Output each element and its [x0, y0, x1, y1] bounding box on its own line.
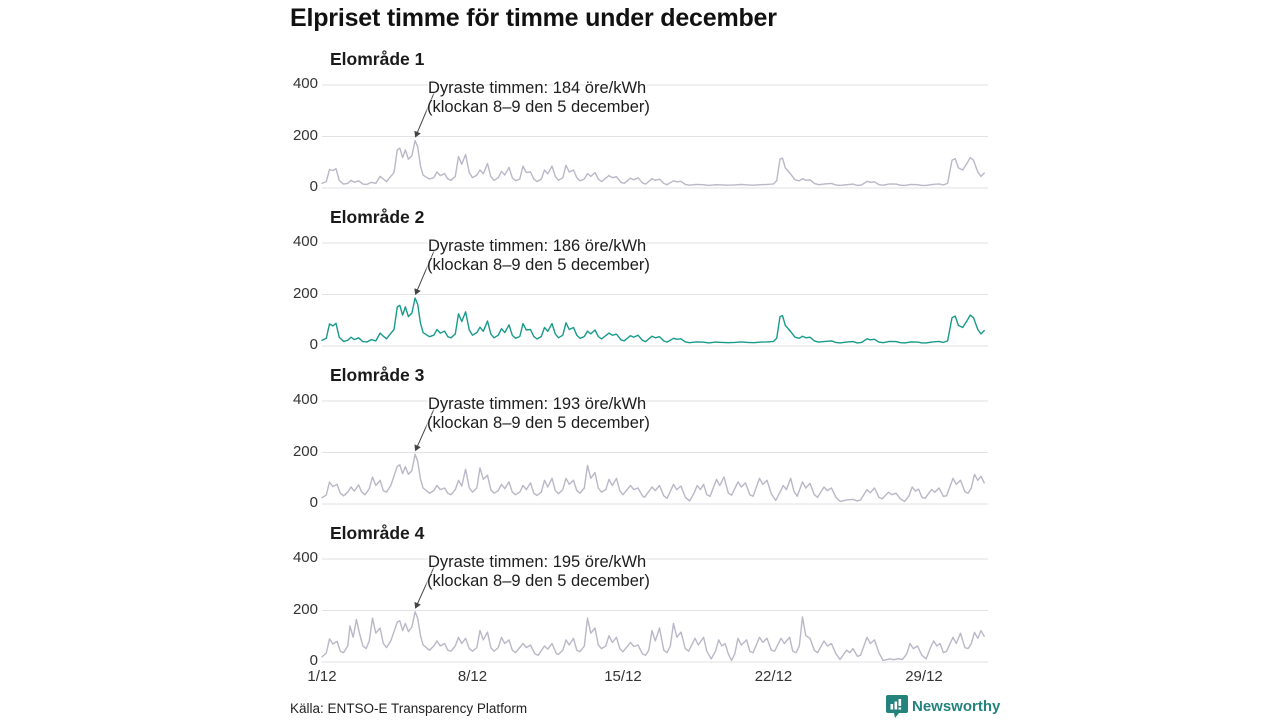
- y-tick-label: 200: [292, 284, 318, 302]
- annotation-line: (klockan 8–9 den 5 december): [427, 256, 650, 274]
- y-tick-label: 400: [292, 233, 318, 250]
- chart-subtitle: Elområde 3: [330, 365, 425, 385]
- x-tick-label: 22/12: [754, 668, 793, 685]
- page-title: Elpriset timme för timme under december: [290, 4, 777, 32]
- annotation-line: Dyraste timmen: 184 öre/kWh: [428, 79, 647, 97]
- annotation-line: Dyraste timmen: 186 öre/kWh: [428, 237, 647, 255]
- y-tick-label: 0: [309, 336, 318, 353]
- chart-subtitle: Elområde 1: [330, 49, 425, 69]
- chart-subtitle: Elområde 4: [330, 523, 425, 543]
- annotation-line: (klockan 8–9 den 5 december): [427, 98, 650, 116]
- gridlines: [322, 84, 988, 663]
- x-tick-label: 1/12: [307, 668, 337, 685]
- x-tick-label: 8/12: [457, 668, 488, 685]
- y-tick-label: 200: [292, 442, 318, 460]
- source-caption: Källa: ENTSO-E Transparency Platform: [290, 701, 528, 716]
- annotation-line: Dyraste timmen: 193 öre/kWh: [428, 395, 647, 413]
- annotation-line: Dyraste timmen: 195 öre/kWh: [428, 553, 647, 571]
- y-tick-label: 200: [292, 126, 318, 144]
- annotation-line: (klockan 8–9 den 5 december): [427, 572, 650, 590]
- newsworthy-brand-text: Newsworthy: [912, 698, 1001, 715]
- y-tick-label: 0: [309, 178, 318, 195]
- y-tick-label: 400: [292, 75, 318, 92]
- series-lines: [321, 139, 985, 662]
- y-tick-label: 400: [292, 549, 318, 566]
- x-tick-label: 15/12: [604, 668, 642, 685]
- chart-subtitle: Elområde 2: [330, 207, 425, 227]
- y-tick-label: 0: [309, 652, 318, 669]
- y-tick-label: 400: [292, 391, 318, 408]
- annotation-arrows: [414, 92, 435, 609]
- y-tick-label: 200: [292, 600, 318, 618]
- annotation-line: (klockan 8–9 den 5 december): [427, 414, 650, 432]
- y-tick-label: 0: [309, 494, 318, 511]
- x-tick-label: 29/12: [905, 668, 943, 685]
- newsworthy-logo-icon: [886, 695, 908, 718]
